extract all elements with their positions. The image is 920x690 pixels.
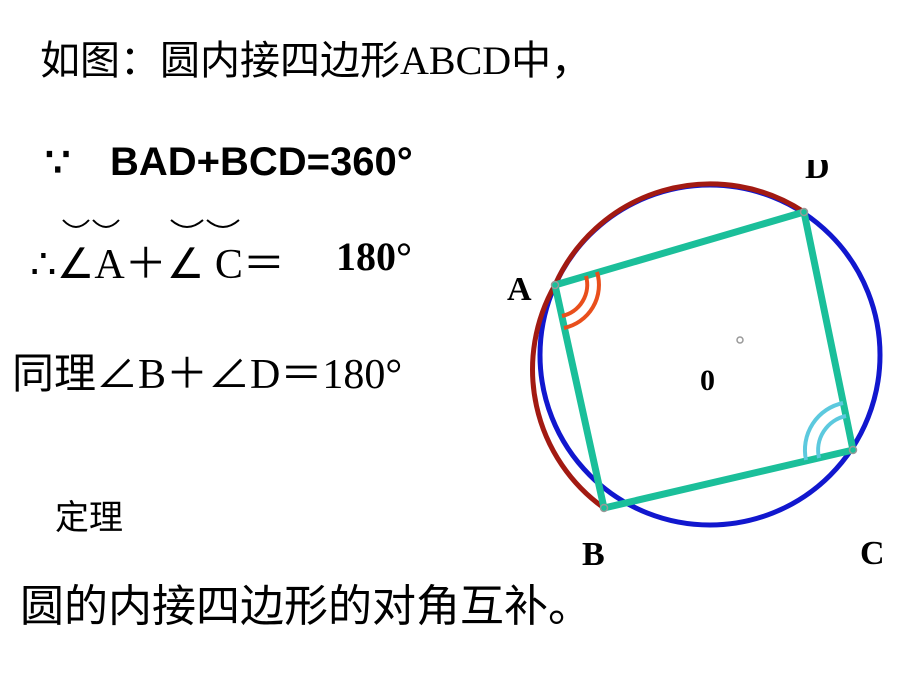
edge-BC bbox=[604, 450, 853, 508]
edge-CD bbox=[804, 212, 853, 450]
circle-diagram: A B C D 0 bbox=[500, 160, 920, 580]
label-C: C bbox=[860, 535, 885, 572]
vertex-labels: A B C D 0 bbox=[507, 160, 885, 573]
angle-C-with-arc: ∠ C bbox=[167, 239, 243, 289]
edge-DA bbox=[555, 212, 804, 285]
edge-AB bbox=[555, 285, 604, 508]
slide-page: 如图：圆内接四边形ABCD中， ∵ BAD+BCD=360° ∴∠A＋∠ C＝ … bbox=[0, 0, 920, 690]
frown-arc-1 bbox=[61, 216, 121, 240]
because-symbol: ∵ bbox=[45, 140, 70, 186]
label-D: D bbox=[805, 160, 830, 186]
therefore-symbol: ∴ bbox=[30, 242, 57, 288]
label-B: B bbox=[582, 536, 605, 573]
center-dot bbox=[737, 337, 743, 343]
angle-A-with-arc: ∠A bbox=[57, 239, 125, 289]
equation-line-1: BAD+BCD=360° bbox=[110, 140, 413, 185]
equation-line-2-value: 180° bbox=[336, 233, 412, 280]
frown-arc-2 bbox=[169, 216, 241, 240]
theorem-label: 定理 bbox=[55, 490, 123, 539]
equation-line-3: 同理∠B＋∠D＝180° bbox=[12, 340, 402, 401]
statement-line-1: 如图：圆内接四边形ABCD中， bbox=[40, 28, 591, 86]
label-A: A bbox=[507, 271, 532, 308]
equation-line-2-prefix: ∴∠A＋∠ C＝ bbox=[30, 230, 285, 291]
label-center: 0 bbox=[700, 364, 715, 397]
quadrilateral-edges bbox=[555, 212, 853, 508]
